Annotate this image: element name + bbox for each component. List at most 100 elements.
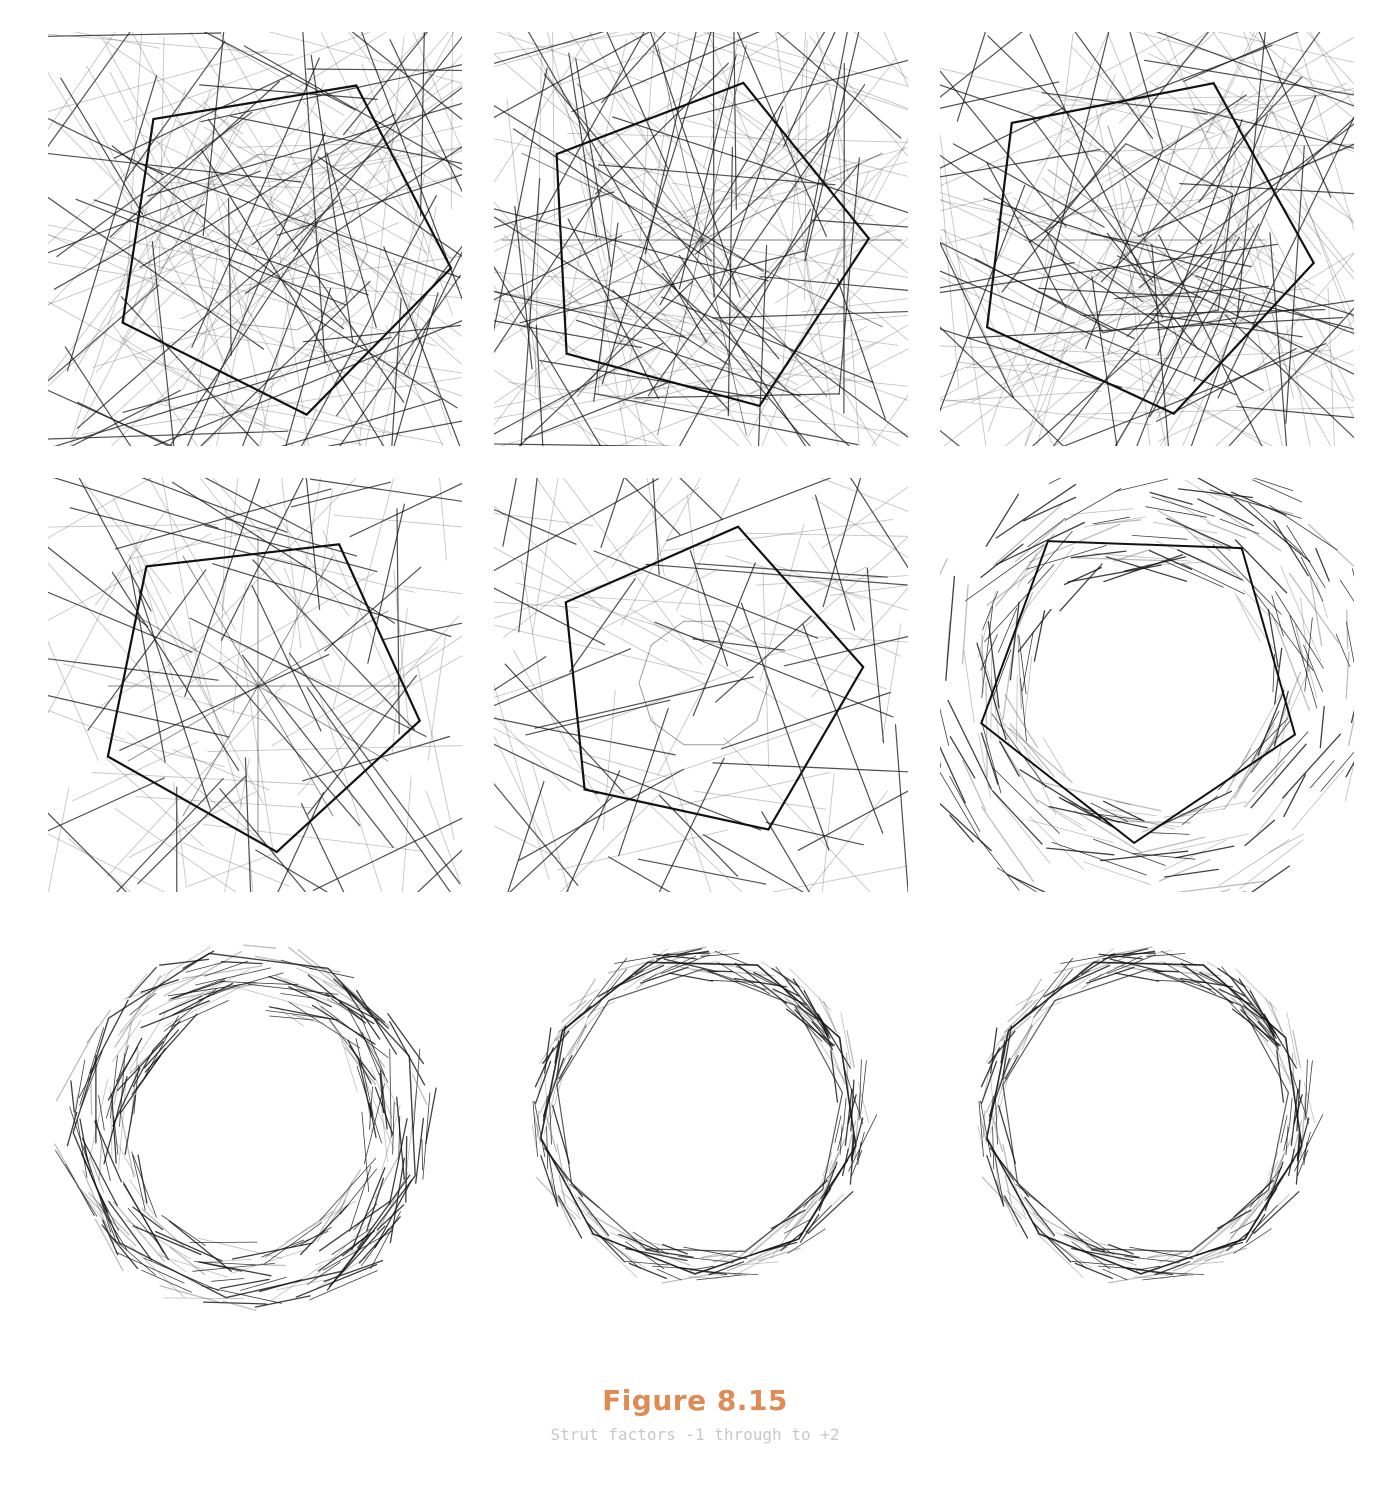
ring-strut: [346, 1006, 389, 1083]
ring-strut: [787, 1179, 828, 1218]
strut-line: [706, 117, 908, 274]
ring-strut: [192, 1262, 275, 1272]
strut-line: [1052, 244, 1213, 446]
radial-strut: [1144, 239, 1243, 311]
strut-line: [883, 32, 908, 88]
strut-line: [139, 572, 375, 714]
strut-line: [1136, 114, 1268, 446]
ring-strut: [1102, 950, 1156, 960]
strut-line: [725, 555, 908, 611]
ring-strut: [1195, 1216, 1241, 1256]
ring-strut: [1004, 694, 1039, 748]
ring-strut: [1150, 832, 1190, 835]
strut-line: [979, 242, 1039, 392]
strut-line: [512, 649, 600, 803]
ring-strut: [364, 1079, 395, 1150]
strut-line: [678, 208, 812, 446]
ring-strut: [555, 1025, 566, 1081]
strut-line: [576, 319, 801, 397]
panel-8: [494, 924, 908, 1338]
ring-strut: [88, 1078, 108, 1164]
radial-strut: [701, 239, 747, 436]
radial-strut: [257, 610, 389, 687]
ring-strut: [999, 1194, 1028, 1220]
strut-line: [306, 68, 462, 72]
ring-strut: [758, 1247, 801, 1262]
ring-strut: [834, 1115, 842, 1144]
pentagon-outline: [1002, 968, 1290, 1253]
figure-grid: [48, 32, 1354, 1338]
ring-strut: [115, 1251, 185, 1284]
strut-line: [797, 790, 908, 851]
ring-strut: [1004, 1055, 1019, 1080]
strut-line: [702, 834, 805, 892]
strut-line: [666, 32, 908, 111]
strut-line: [48, 284, 160, 382]
strut-line: [1001, 32, 1210, 293]
strut-line: [268, 146, 462, 177]
strut-line: [263, 151, 309, 446]
ring-strut: [1250, 743, 1307, 809]
ring-strut: [155, 1230, 223, 1262]
strut-line: [280, 398, 442, 446]
ring-strut: [987, 785, 1051, 864]
ring-strut: [1009, 601, 1020, 681]
radial-strut: [1107, 125, 1146, 241]
strut-line: [317, 80, 454, 178]
ring-strut: [1230, 1200, 1264, 1239]
strut-line: [302, 32, 326, 363]
ring-strut: [656, 1268, 682, 1281]
ring-strut: [231, 1242, 312, 1260]
ring-strut: [980, 1047, 1000, 1088]
ring-strut: [1002, 620, 1018, 721]
strut-line: [76, 200, 338, 429]
strut-line: [649, 32, 741, 298]
strut-line: [1119, 181, 1151, 446]
ring-strut: [363, 1083, 385, 1165]
ring-strut: [1181, 563, 1245, 595]
ring-strut: [381, 1104, 401, 1171]
strut-line: [1224, 314, 1354, 439]
ring-strut: [122, 974, 204, 1000]
radial-strut: [701, 152, 883, 241]
strut-line: [48, 71, 141, 222]
strut-line: [762, 237, 908, 392]
ring-strut: [1216, 1204, 1256, 1259]
strut-line: [48, 591, 193, 653]
ring-strut: [1146, 953, 1186, 957]
ring-strut: [1216, 507, 1282, 552]
ring-strut: [964, 544, 1045, 602]
strut-line: [620, 478, 701, 626]
pentagon-outline: [72, 952, 416, 1299]
strut-line: [494, 32, 605, 65]
ring-strut: [1303, 1141, 1308, 1166]
ring-strut: [325, 992, 380, 1021]
ring-strut: [88, 1192, 130, 1236]
ring-strut: [1032, 1221, 1072, 1263]
strut-line: [203, 823, 424, 852]
strut-line: [494, 291, 899, 346]
ring-strut: [995, 1098, 998, 1145]
ring-strut: [131, 1055, 162, 1095]
ring-strut: [1250, 718, 1292, 774]
ring-strut: [425, 1087, 437, 1145]
strut-line: [396, 508, 400, 735]
ring-strut: [1289, 1097, 1293, 1126]
strut-line: [502, 478, 518, 547]
strut-line: [727, 146, 733, 417]
ring-strut: [144, 1013, 198, 1073]
ring-strut: [1091, 1249, 1140, 1258]
ring-strut: [976, 642, 1007, 741]
strut-line: [297, 615, 460, 796]
strut-line: [494, 369, 610, 446]
strut-line: [639, 256, 851, 446]
ring-strut: [1132, 535, 1188, 540]
strut-line: [1295, 32, 1354, 232]
ring-strut: [280, 993, 315, 999]
ring-strut: [534, 1060, 552, 1104]
ring-strut: [220, 981, 299, 986]
ring-strut: [379, 1069, 388, 1130]
strut-line: [805, 327, 878, 446]
ring-strut: [77, 1186, 118, 1239]
ring-strut: [268, 975, 330, 998]
